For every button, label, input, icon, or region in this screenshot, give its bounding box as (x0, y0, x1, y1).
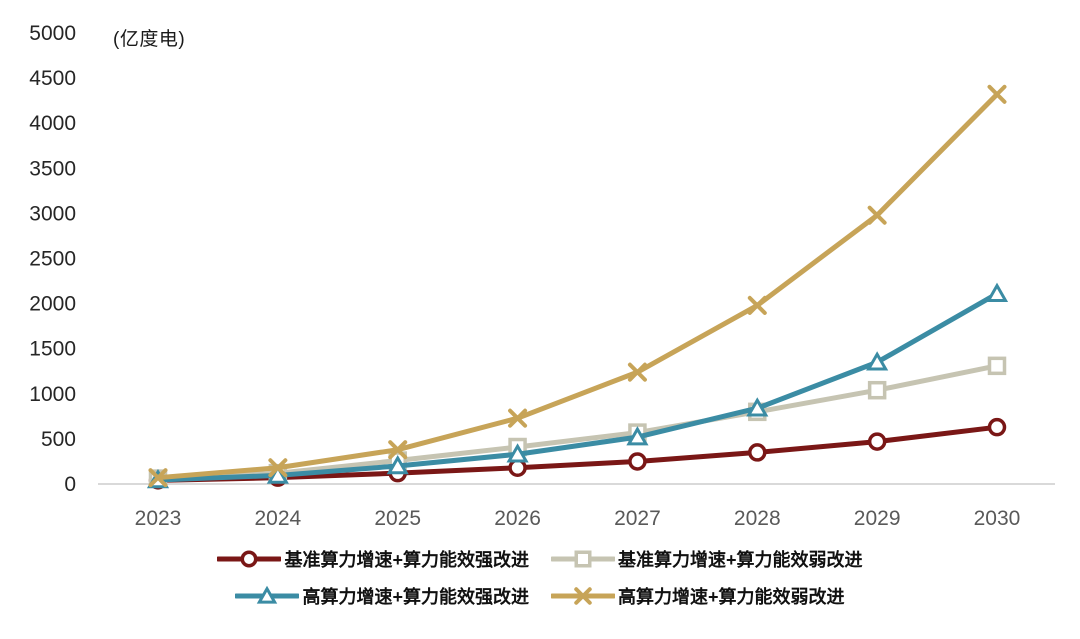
y-tick-label: 1000 (29, 383, 76, 406)
legend-x-marker-icon (551, 587, 615, 605)
legend-triangle-marker-icon (235, 585, 300, 604)
x-tick-label: 2027 (614, 507, 661, 530)
triangle-marker (386, 454, 409, 475)
square-marker (987, 356, 1007, 376)
y-tick-label: 3500 (29, 157, 76, 180)
legend-marker-group (235, 585, 300, 604)
square-marker (867, 380, 887, 400)
legend-circle-marker-icon (217, 550, 282, 568)
legend-marker-group (551, 587, 615, 605)
x-marker (268, 458, 288, 478)
y-tick-label: 500 (41, 428, 76, 451)
y-tick-label: 2000 (29, 293, 76, 316)
y-tick-label: 1500 (29, 338, 76, 361)
x-tick-label: 2023 (135, 507, 182, 530)
triangle-marker (257, 585, 278, 604)
circle-marker (628, 452, 647, 471)
square-marker (574, 550, 592, 568)
legend-marker-group (551, 550, 615, 568)
x-tick-label: 2028 (734, 507, 781, 530)
circle-marker (987, 417, 1007, 437)
legend-row-1: 基准算力增速+算力能效强改进 基准算力增速+算力能效弱改进 (217, 546, 863, 572)
x-tick-label: 2030 (974, 507, 1021, 530)
circle-marker (867, 432, 887, 451)
triangle-marker (866, 351, 889, 371)
legend-item-series-0[interactable]: 基准算力增速+算力能效强改进 (217, 546, 529, 572)
legend-marker-group (217, 550, 282, 568)
y-tick-label: 4500 (29, 67, 76, 90)
x-marker (574, 587, 592, 605)
legend-item-series-1[interactable]: 基准算力增速+算力能效弱改进 (551, 546, 863, 572)
legend-item-series-3[interactable]: 高算力增速+算力能效弱改进 (551, 583, 845, 609)
x-tick-label: 2029 (854, 507, 901, 530)
legend-label: 基准算力增速+算力能效弱改进 (618, 550, 863, 570)
x-marker (987, 84, 1007, 104)
series-line (155, 363, 1000, 482)
x-marker (627, 362, 647, 382)
legend-label: 高算力增速+算力能效强改进 (302, 587, 529, 607)
x-marker (148, 468, 168, 488)
triangle-marker (506, 443, 529, 463)
y-tick-label: 2500 (29, 248, 76, 271)
series-line (155, 291, 1000, 483)
circle-marker (240, 550, 258, 568)
series-3 (148, 84, 1007, 488)
y-tick-label: 5000 (29, 22, 76, 45)
x-marker (867, 205, 887, 225)
legend-label: 基准算力增速+算力能效强改进 (284, 550, 529, 570)
y-tick-label: 3000 (29, 202, 76, 225)
x-marker (747, 295, 767, 315)
x-tick-label: 2025 (374, 507, 421, 530)
x-marker (508, 408, 528, 428)
circle-marker (748, 443, 767, 462)
y-tick-label: 4000 (29, 112, 76, 135)
legend-label: 高算力增速+算力能效弱改进 (618, 587, 845, 607)
x-tick-label: 2024 (254, 507, 301, 530)
series-line (155, 424, 1000, 483)
y-tick-label: 0 (64, 473, 76, 496)
x-marker (388, 440, 408, 460)
line-chart-plot: 0 500 1000 1500 2000 2500 3000 3500 4000 4500 5000… (29, 22, 1055, 530)
legend-row-2: 高算力增速+算力能效强改进 高算力增速+算力能效弱改进 (235, 583, 845, 609)
triangle-marker (746, 397, 769, 417)
y-axis-unit-label: (亿度电) (113, 29, 186, 50)
series-line (155, 91, 1000, 481)
triangle-marker (626, 426, 649, 446)
legend-square-marker-icon (551, 550, 615, 568)
triangle-marker (985, 282, 1009, 302)
x-tick-label: 2026 (494, 507, 541, 530)
legend-item-series-2[interactable]: 高算力增速+算力能效强改进 (235, 583, 529, 609)
series-2 (146, 282, 1009, 489)
chart-legend: 基准算力增速+算力能效强改进 基准算力增速+算力能效弱改进高算力增速+算力能效强改… (0, 546, 1080, 609)
